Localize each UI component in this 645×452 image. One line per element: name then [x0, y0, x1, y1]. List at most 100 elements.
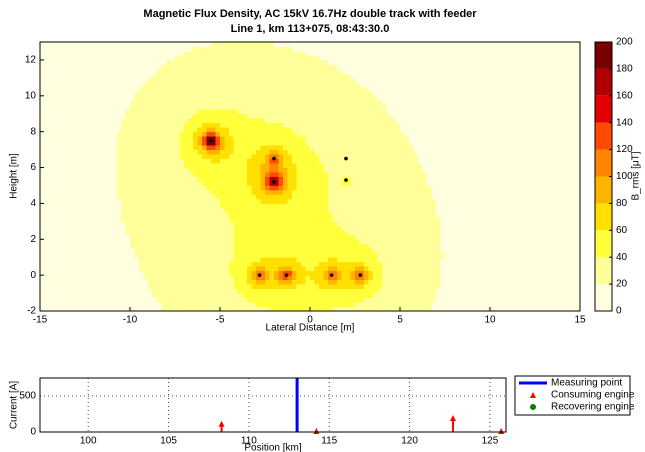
contour-cell	[382, 163, 387, 168]
contour-cell	[350, 82, 356, 88]
contour-cell	[157, 180, 162, 186]
contour-cell	[296, 91, 302, 97]
contour-cell	[121, 203, 126, 209]
contour-cell	[170, 212, 176, 218]
contour-cell	[382, 234, 387, 240]
contour-cell	[395, 243, 401, 249]
contour-cell	[125, 109, 131, 115]
contour-cell	[98, 203, 104, 209]
contour-cell	[359, 46, 365, 52]
contour-cell	[332, 122, 338, 128]
contour-cell	[49, 158, 54, 164]
contour-cell	[337, 91, 342, 97]
contour-cell	[116, 109, 122, 115]
contour-cell	[188, 172, 194, 177]
contour-cell	[40, 293, 45, 298]
contour-cell	[260, 109, 266, 115]
contour-cell	[305, 176, 311, 182]
contour-cell	[310, 216, 315, 222]
contour-cell	[269, 216, 275, 222]
contour-cell	[125, 104, 131, 110]
contour-cell	[265, 261, 270, 267]
contour-cell	[67, 131, 72, 137]
contour-cell	[116, 180, 122, 186]
contour-cell	[112, 145, 117, 150]
contour-cell	[391, 293, 396, 298]
contour-cell	[332, 266, 338, 272]
contour-cell	[260, 176, 266, 182]
contour-cell	[386, 185, 392, 191]
contour-cell	[274, 270, 279, 276]
contour-cell	[265, 95, 270, 101]
contour-cell	[323, 266, 329, 272]
contour-cell	[85, 127, 90, 133]
contour-cell	[350, 122, 356, 128]
contour-cell	[211, 59, 216, 65]
contour-cell	[328, 136, 333, 142]
contour-cell	[373, 149, 378, 155]
contour-cell	[346, 185, 351, 191]
contour-cell	[58, 140, 63, 146]
contour-cell	[260, 131, 266, 137]
contour-cell	[305, 257, 311, 263]
contour-cell	[283, 82, 288, 88]
contour-cell	[184, 68, 189, 74]
contour-cell	[377, 46, 383, 52]
contour-cell	[224, 270, 230, 276]
contour-cell	[202, 91, 207, 97]
contour-cell	[58, 149, 63, 155]
contour-cell	[256, 297, 261, 303]
contour-cell	[197, 59, 203, 65]
contour-cell	[395, 154, 401, 159]
contour-cell	[112, 113, 117, 119]
contour-cell	[188, 46, 194, 52]
contour-cell	[386, 194, 392, 200]
contour-cell	[256, 270, 261, 276]
contour-cell	[301, 297, 306, 303]
contour-cell	[85, 50, 90, 56]
contour-cell	[193, 230, 198, 236]
contour-cell	[310, 252, 315, 258]
contour-cell	[359, 252, 365, 258]
contour-cell	[80, 131, 86, 137]
contour-cell	[283, 118, 288, 124]
contour-cell	[220, 91, 225, 97]
contour-cell	[215, 42, 221, 47]
contour-cell	[125, 266, 131, 272]
contour-cell	[215, 127, 221, 133]
contour-cell	[175, 225, 180, 231]
contour-cell	[292, 109, 297, 115]
contour-cell	[292, 243, 297, 249]
contour-cell	[233, 239, 239, 245]
contour-cell	[332, 145, 338, 150]
contour-cell	[274, 158, 279, 164]
contour-cell	[386, 55, 392, 61]
contour-cell	[80, 127, 86, 133]
contour-cell	[364, 203, 369, 209]
contour-cell	[382, 185, 387, 191]
contour-cell	[296, 154, 302, 159]
contour-cell	[395, 167, 401, 173]
contour-cell	[44, 221, 50, 227]
contour-cell	[58, 194, 63, 200]
contour-cell	[58, 248, 63, 254]
contour-cell	[206, 149, 212, 155]
contour-cell	[62, 266, 68, 272]
contour-cell	[202, 212, 207, 218]
contour-cell	[269, 239, 275, 245]
contour-cell	[355, 302, 360, 307]
contour-cell	[296, 55, 302, 61]
contour-cell	[206, 207, 212, 213]
contour-cell	[58, 306, 63, 312]
contour-cell	[125, 176, 131, 182]
contour-cell	[148, 279, 153, 285]
contour-cell	[386, 172, 392, 177]
contour-cell	[386, 275, 392, 281]
contour-cell	[62, 172, 68, 177]
contour-cell	[71, 293, 77, 298]
contour-cell	[265, 194, 270, 200]
contour-cell	[400, 91, 405, 97]
contour-cell	[175, 127, 180, 133]
contour-cell	[314, 176, 320, 182]
contour-cell	[215, 275, 221, 281]
